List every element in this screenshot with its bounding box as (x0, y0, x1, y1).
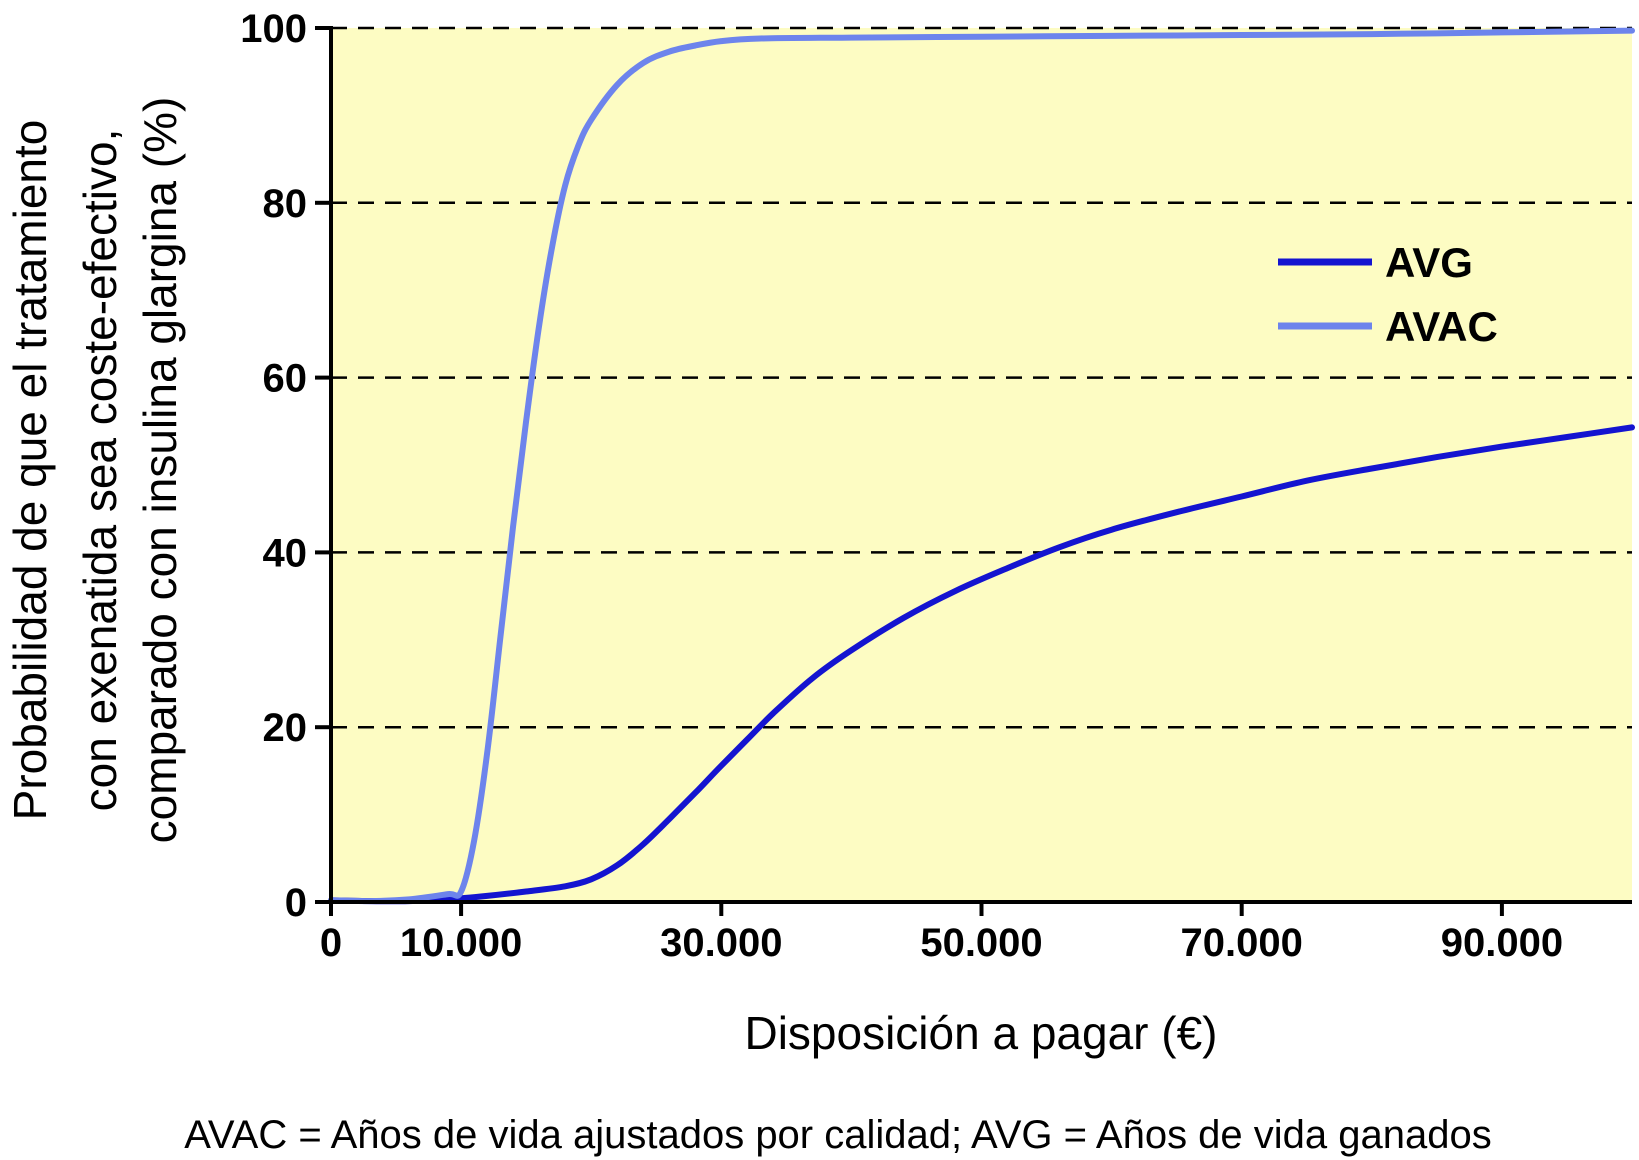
y-axis-title: Probabilidad de que el tratamiento con e… (4, 97, 186, 844)
legend: AVG AVAC (1278, 239, 1498, 350)
x-tick-label-90000: 90.000 (1441, 921, 1563, 965)
series-line-avac (328, 27, 1635, 905)
x-tick-label-0: 0 (320, 921, 342, 965)
x-tick-label-70000: 70.000 (1181, 921, 1303, 965)
footnote: AVAC = Años de vida ajustados por calida… (184, 1113, 1492, 1157)
y-tick-label-80: 80 (263, 182, 308, 226)
legend-label-avg: AVG (1385, 239, 1473, 286)
y-axis-title-line-2: con exenatida sea coste-efectivo, (74, 129, 126, 812)
x-axis-title: Disposición a pagar (€) (744, 1007, 1217, 1059)
grid-lines (331, 26, 1632, 729)
y-tick-label-60: 60 (263, 357, 308, 401)
y-tick-label-40: 40 (263, 531, 308, 575)
legend-label-avac: AVAC (1385, 303, 1498, 350)
y-tick-label-100: 100 (240, 7, 307, 51)
plot-background (331, 28, 1632, 902)
x-tick-label-30000: 30.000 (660, 921, 782, 965)
x-tick-label-50000: 50.000 (920, 921, 1042, 965)
series-line-avg (328, 424, 1635, 905)
x-tick-label-10000: 10.000 (400, 921, 522, 965)
y-axis-title-line-3: comparado con insulina glargina (%) (134, 97, 186, 844)
y-axis-title-line-1: Probabilidad de que el tratamiento (4, 120, 56, 821)
y-tick-label-0: 0 (285, 881, 307, 925)
y-tick-label-20: 20 (263, 706, 308, 750)
tick-labels: 0 20 40 60 80 100 0 10.000 30.000 50.000 70.000 90.… (240, 7, 1563, 965)
series-lines (328, 27, 1635, 905)
